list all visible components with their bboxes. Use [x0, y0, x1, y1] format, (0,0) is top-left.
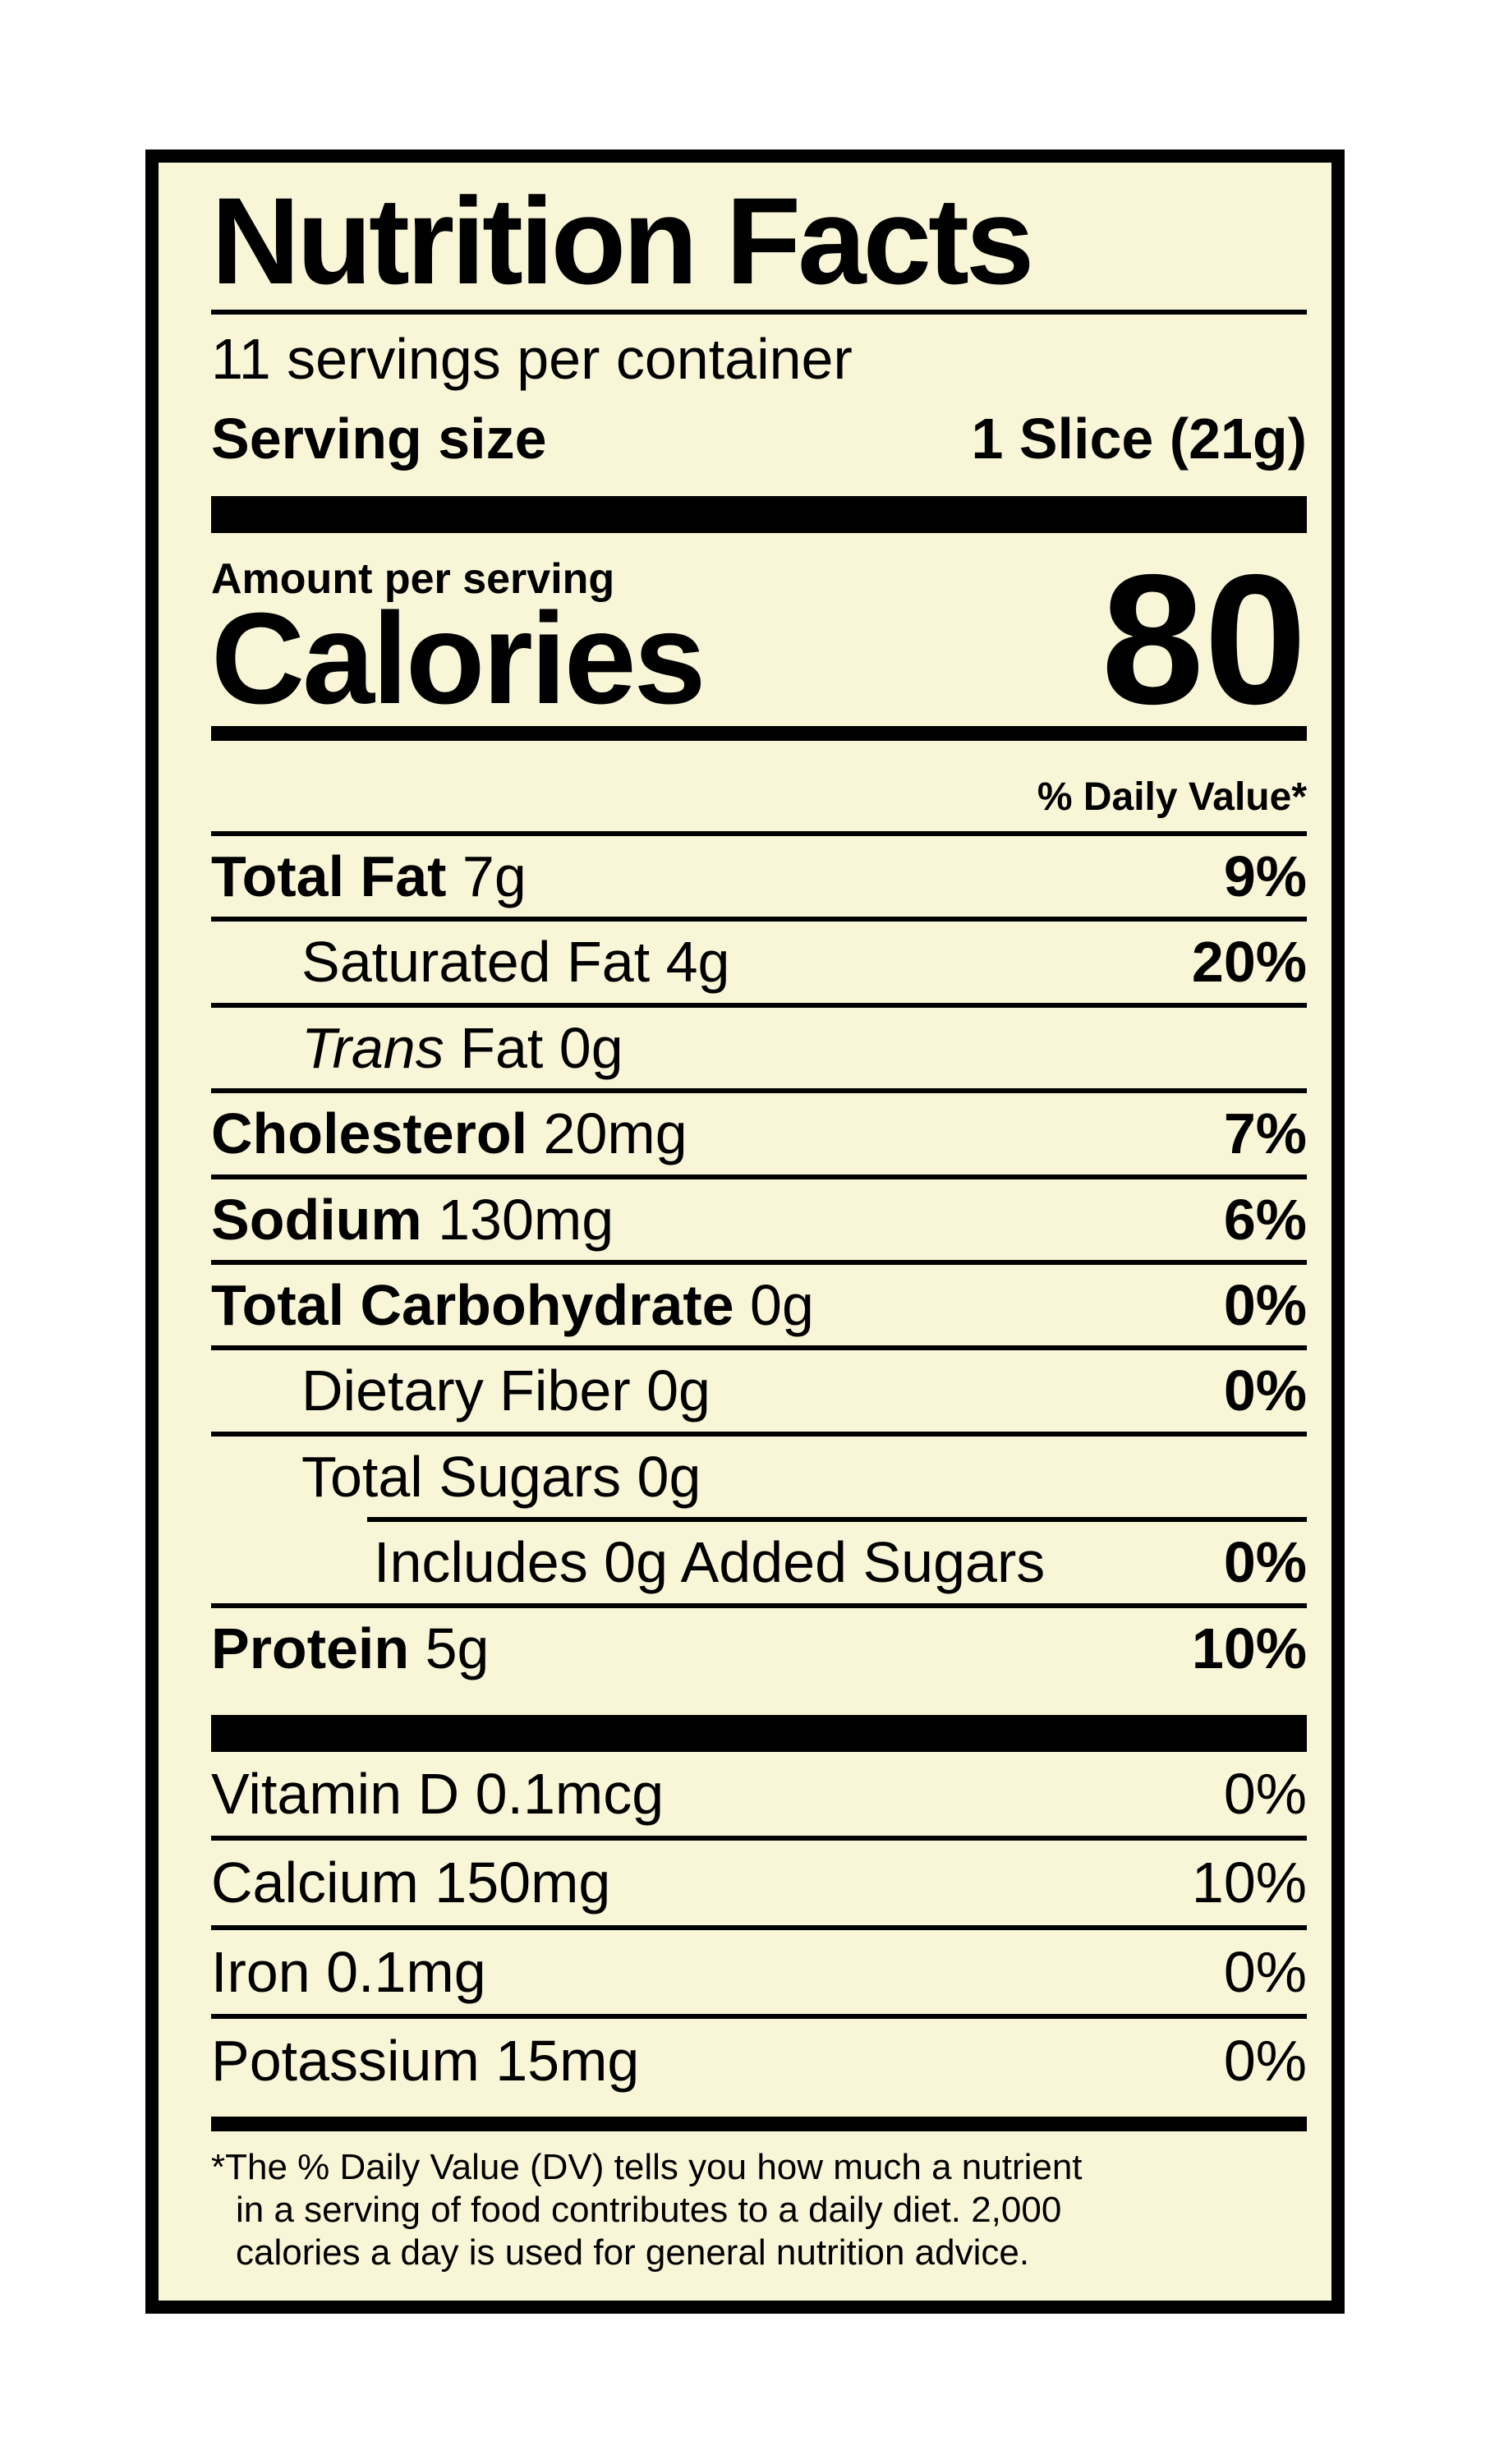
nutrient-dv: 0%: [1223, 1939, 1307, 2004]
nutrient-row-total-fat: Total Fat 7g 9%: [211, 836, 1307, 917]
nutrient-name: Total Sugars 0g: [301, 1444, 701, 1509]
nutrient-name: Iron 0.1mg: [211, 1939, 486, 2004]
nutrient-dv: 0%: [1223, 1530, 1307, 1595]
micronutrient-row-calcium: Calcium 150mg 10%: [211, 1841, 1307, 1924]
calories-row: Calories 80: [211, 535, 1307, 742]
nutrient-dv: 20%: [1191, 930, 1307, 995]
nutrient-dv: 9%: [1223, 844, 1307, 909]
footnote-line: *The % Daily Value (DV) tells you how mu…: [211, 2146, 1083, 2187]
nutrient-name: Vitamin D 0.1mcg: [211, 1761, 665, 1826]
nutrient-row-cholesterol: Cholesterol 20mg 7%: [211, 1093, 1307, 1174]
footnote-line: in a serving of food contributes to a da…: [236, 2189, 1062, 2230]
nutrient-row-saturated-fat: Saturated Fat 4g 20%: [211, 922, 1307, 1002]
nutrient-name: Protein 5g: [211, 1616, 490, 1680]
nutrient-name: Calcium 150mg: [211, 1850, 611, 1915]
thick-separator-bottom: [211, 1714, 1307, 1752]
serving-size-value: 1 Slice (21g): [971, 407, 1307, 471]
nutrient-dv: 0%: [1223, 1761, 1307, 1826]
servings-per-container: 11 servings per container: [211, 326, 853, 391]
label-title: Nutrition Facts: [211, 172, 1034, 310]
nutrient-name: Cholesterol 20mg: [211, 1101, 688, 1166]
nutrient-row-dietary-fiber: Dietary Fiber 0g 0%: [211, 1350, 1307, 1431]
nutrient-dv: 0%: [1223, 1273, 1307, 1338]
calories-label: Calories: [211, 586, 706, 731]
divider: [211, 1260, 1307, 1266]
divider: [211, 1431, 1307, 1437]
nutrient-row-protein: Protein 5g 10%: [211, 1608, 1307, 1689]
nutrient-name: Trans Fat 0g: [301, 1015, 623, 1080]
divider: [211, 2014, 1307, 2020]
nutrient-row-added-sugars: Includes 0g Added Sugars 0%: [211, 1522, 1307, 1602]
divider: [211, 1602, 1307, 1608]
micronutrient-row-iron: Iron 0.1mg 0%: [211, 1930, 1307, 2014]
nutrient-name: Total Fat 7g: [211, 844, 527, 909]
nutrient-row-total-carbohydrate: Total Carbohydrate 0g 0%: [211, 1265, 1307, 1345]
divider-indented: [367, 1517, 1307, 1523]
nutrient-dv: 6%: [1223, 1187, 1307, 1252]
footnote-line: calories a day is used for general nutri…: [236, 2232, 1030, 2273]
thick-separator-top: [211, 495, 1307, 533]
nutrient-dv: 0%: [1223, 1358, 1307, 1423]
nutrient-row-trans-fat: Trans Fat 0g: [211, 1008, 1307, 1088]
nutrient-name: Dietary Fiber 0g: [301, 1358, 711, 1423]
divider: [211, 917, 1307, 922]
calories-value: 80: [1101, 535, 1307, 742]
divider: [211, 831, 1307, 837]
nutrient-name: Sodium 130mg: [211, 1187, 614, 1252]
calories-separator: [211, 725, 1307, 741]
nutrient-dv: 0%: [1223, 2029, 1307, 2094]
serving-size-label: Serving size: [211, 407, 547, 471]
serving-size-row: Serving size 1 Slice (21g): [211, 407, 1307, 471]
footnote-separator: [211, 2116, 1307, 2131]
divider: [211, 1924, 1307, 1930]
nutrient-name: Potassium 15mg: [211, 2029, 640, 2094]
divider: [211, 1174, 1307, 1179]
nutrient-name: Saturated Fat 4g: [301, 930, 730, 995]
micronutrient-row-vitamin-d: Vitamin D 0.1mcg 0%: [211, 1752, 1307, 1836]
micronutrient-row-potassium: Potassium 15mg 0%: [211, 2019, 1307, 2103]
title-divider: [211, 309, 1307, 315]
divider: [211, 1002, 1307, 1008]
nutrient-name: Includes 0g Added Sugars: [374, 1530, 1046, 1595]
nutrient-dv: 7%: [1223, 1101, 1307, 1166]
nutrient-row-total-sugars: Total Sugars 0g: [211, 1437, 1307, 1517]
divider: [211, 1836, 1307, 1841]
nutrient-dv: 10%: [1191, 1850, 1307, 1915]
divider: [211, 1088, 1307, 1094]
micronutrient-section: Vitamin D 0.1mcg 0% Calcium 150mg 10% Ir…: [211, 1752, 1307, 2103]
divider: [211, 1345, 1307, 1351]
nutrient-name: Total Carbohydrate 0g: [211, 1273, 814, 1338]
nutrient-row-sodium: Sodium 130mg 6%: [211, 1179, 1307, 1260]
nutrition-facts-label: Nutrition Facts 11 servings per containe…: [145, 149, 1345, 2314]
amount-per-serving: Amount per serving: [211, 554, 615, 603]
daily-value-footnote: *The % Daily Value (DV) tells you how mu…: [211, 2146, 1307, 2274]
nutrient-dv: 10%: [1191, 1616, 1307, 1680]
daily-value-header: % Daily Value*: [1037, 775, 1307, 819]
